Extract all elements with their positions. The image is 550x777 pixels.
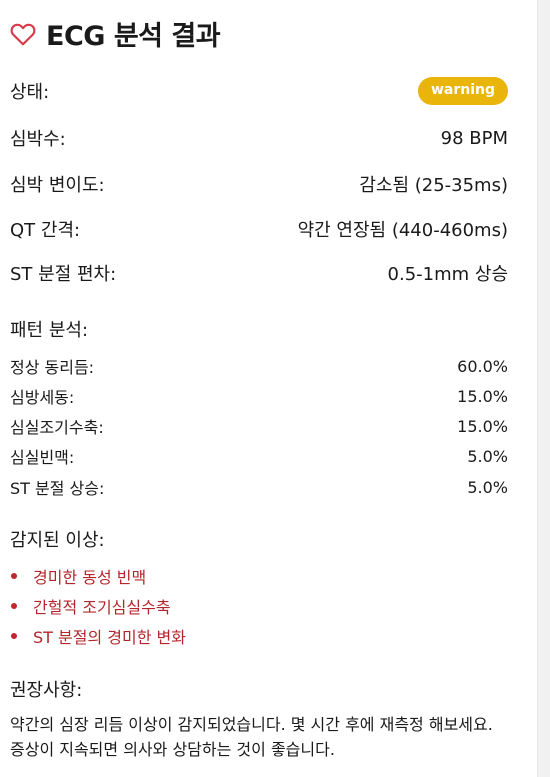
bullet-icon [11,633,17,639]
pattern-row: 심실빈맥: 5.0% [10,444,508,468]
status-row: 상태: warning [10,77,508,105]
status-badge: warning [417,77,508,105]
header: ECG 분석 결과 [10,14,221,53]
anomaly-item: 경미한 동성 빈맥 [10,564,146,588]
st-deviation-label: ST 분절 편차: [10,264,117,285]
pattern-label: 심실조기수축: [10,418,104,437]
bullet-icon [11,603,17,609]
pattern-value: 5.0% [467,477,508,497]
pattern-value: 15.0% [457,416,508,436]
hrv-value: 감소됨 (25-35ms) [359,175,508,196]
pattern-value: 5.0% [467,446,508,466]
pattern-row: 정상 동리듬: 60.0% [10,354,508,378]
recommendation-section-title: 권장사항: [10,680,83,701]
heart-rate-row: 심박수: 98 BPM [10,125,508,151]
anomaly-item: 간헐적 조기심실수축 [10,594,171,618]
pattern-row: 심실조기수축: 15.0% [10,414,508,438]
hrv-label: 심박 변이도: [10,175,105,196]
qt-interval-row: QT 간격: 약간 연장됨 (440-460ms) [10,216,508,242]
status-label: 상태: [10,82,50,103]
pattern-label: 심방세동: [10,388,75,407]
heart-icon [10,23,36,45]
pattern-value: 60.0% [457,356,508,376]
pattern-value: 15.0% [457,386,508,406]
anomaly-text: 경미한 동성 빈맥 [33,568,147,587]
pattern-row: ST 분절 상승: 5.0% [10,475,508,499]
anomaly-item: ST 분절의 경미한 변화 [10,624,186,648]
qt-interval-value: 약간 연장됨 (440-460ms) [297,220,508,241]
qt-interval-label: QT 간격: [10,220,81,241]
pattern-label: 정상 동리듬: [10,358,95,377]
ecg-result-card: ECG 분석 결과 상태: warning 심박수: 98 BPM 심박 변이도… [10,14,508,759]
page-title: ECG 분석 결과 [46,21,221,52]
anomaly-section-title: 감지된 이상: [10,530,105,551]
st-deviation-value: 0.5-1mm 상승 [387,264,508,285]
anomaly-text: 간헐적 조기심실수축 [33,598,171,617]
heart-rate-label: 심박수: [10,129,66,150]
pattern-section-title: 패턴 분석: [10,320,89,341]
pattern-label: 심실빈맥: [10,448,75,467]
pattern-label: ST 분절 상승: [10,479,105,498]
scrollbar[interactable] [537,0,550,777]
recommendation-text: 약간의 심장 리듬 이상이 감지되었습니다. 몇 시간 후에 재측정 해보세요.… [10,715,493,759]
bullet-icon [11,573,17,579]
anomaly-text: ST 분절의 경미한 변화 [33,628,186,647]
st-deviation-row: ST 분절 편차: 0.5-1mm 상승 [10,260,508,286]
heart-rate-value: 98 BPM [440,127,508,149]
hrv-row: 심박 변이도: 감소됨 (25-35ms) [10,171,508,197]
pattern-row: 심방세동: 15.0% [10,384,508,408]
